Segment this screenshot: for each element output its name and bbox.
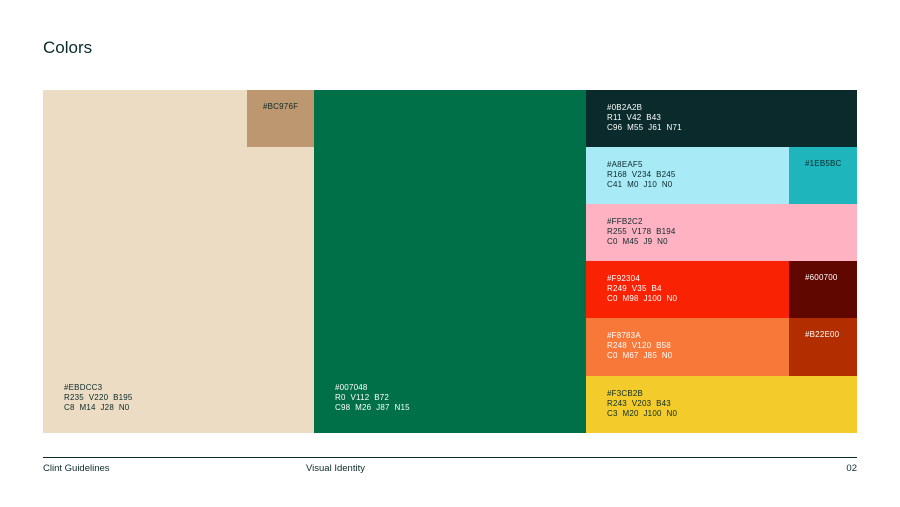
swatch-cmyk: C0 M98 J100 N0 xyxy=(607,294,678,303)
swatch-hex: #B22E00 xyxy=(805,330,840,339)
swatch-rgb: R0 V112 B72 xyxy=(335,393,390,402)
color-swatch: #007048 R0 V112 B72 C98 M26 J87 N15 xyxy=(314,90,586,433)
color-swatch: #FFB2C2 R255 V178 B194 C0 M45 J9 N0 xyxy=(586,204,857,261)
swatch-cmyk: C0 M67 J85 N0 xyxy=(607,351,673,360)
footer-center: Visual Identity xyxy=(306,463,365,474)
footer-rule xyxy=(43,457,857,458)
swatch-cmyk: C0 M45 J9 N0 xyxy=(607,237,668,246)
swatch-rgb: R248 V120 B58 xyxy=(607,341,671,350)
color-swatch: #B22E00 xyxy=(789,318,857,376)
swatch-cmyk: C98 M26 J87 N15 xyxy=(335,403,410,412)
swatch-hex: #F92304 xyxy=(607,274,640,283)
color-swatch: #EBDCC3 R235 V220 B195 C8 M14 J28 N0 xyxy=(43,90,314,433)
swatch-cmyk: C41 M0 J10 N0 xyxy=(607,180,673,189)
swatch-rgb: R235 V220 B195 xyxy=(64,393,133,402)
swatch-hex: #0B2A2B xyxy=(607,103,643,112)
footer-left: Clint Guidelines xyxy=(43,463,110,474)
swatch-rgb: R168 V234 B245 xyxy=(607,170,676,179)
swatch-rgb: R249 V35 B4 xyxy=(607,284,662,293)
swatch-cmyk: C8 M14 J28 N0 xyxy=(64,403,130,412)
swatch-rgb: R243 V203 B43 xyxy=(607,399,671,408)
swatch-rgb: R11 V42 B43 xyxy=(607,113,662,122)
swatch-hex: #F8783A xyxy=(607,331,641,340)
swatch-hex: #BC976F xyxy=(263,102,299,111)
color-swatch: #1EB5BC xyxy=(789,147,857,204)
swatch-hex: #A8EAF5 xyxy=(607,160,643,169)
swatch-hex: #600700 xyxy=(805,273,838,282)
swatch-cmyk: C3 M20 J100 N0 xyxy=(607,409,678,418)
color-swatch: #600700 xyxy=(789,261,857,318)
footer-page: 02 xyxy=(846,463,857,474)
color-swatch: #BC976F xyxy=(247,90,314,147)
color-swatch: #F3CB2B R243 V203 B43 C3 M20 J100 N0 xyxy=(586,376,857,433)
page-title: Colors xyxy=(43,38,93,57)
swatch-cmyk: C96 M55 J61 N71 xyxy=(607,123,682,132)
swatch-hex: #007048 xyxy=(335,383,368,392)
color-swatch: #0B2A2B R11 V42 B43 C96 M55 J61 N71 xyxy=(586,90,857,147)
swatch-hex: #FFB2C2 xyxy=(607,217,643,226)
swatch-hex: #EBDCC3 xyxy=(64,383,103,392)
swatch-hex: #F3CB2B xyxy=(607,389,644,398)
swatch-hex: #1EB5BC xyxy=(805,159,842,168)
swatch-rgb: R255 V178 B194 xyxy=(607,227,676,236)
